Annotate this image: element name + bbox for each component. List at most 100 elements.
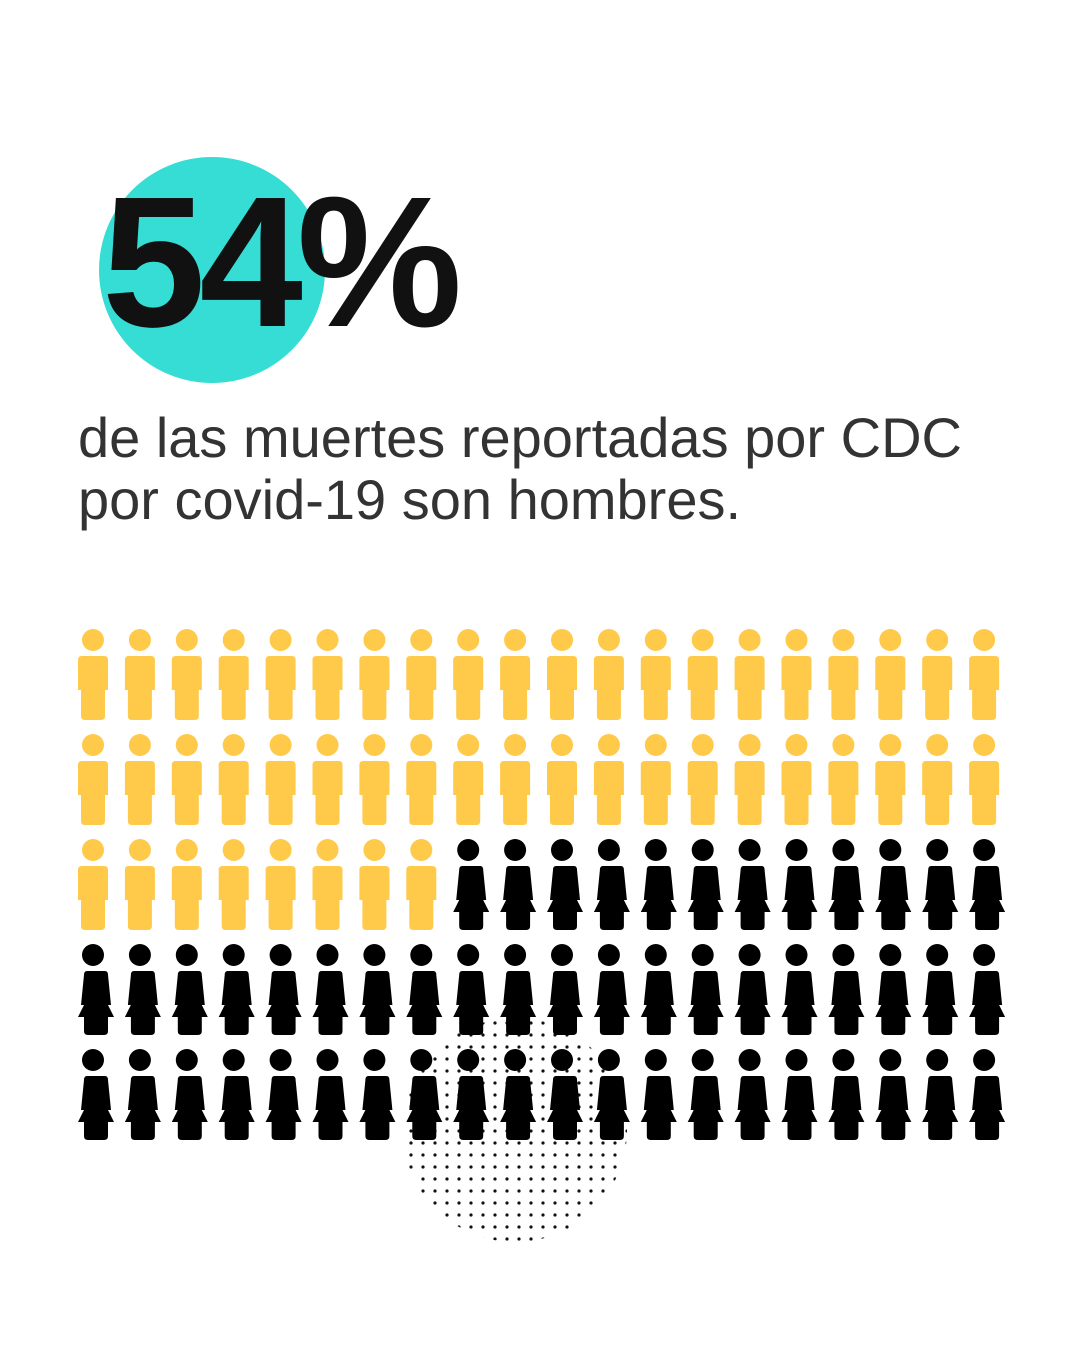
- woman-icon: [875, 839, 912, 930]
- woman-icon: [312, 944, 349, 1035]
- man-icon: [875, 734, 906, 825]
- man-icon: [171, 734, 202, 825]
- woman-icon: [171, 944, 208, 1035]
- woman-icon: [406, 1049, 443, 1140]
- man-icon: [312, 734, 343, 825]
- woman-icon: [781, 839, 818, 930]
- man-icon: [406, 734, 437, 825]
- woman-icon: [78, 1049, 114, 1140]
- man-icon: [500, 629, 531, 720]
- woman-icon: [500, 839, 537, 930]
- woman-icon: [453, 944, 490, 1035]
- man-icon: [218, 839, 249, 930]
- highlight-muertes: muertes reportadas: [243, 406, 729, 469]
- woman-icon: [265, 944, 302, 1035]
- man-icon: [969, 734, 1000, 825]
- man-icon: [828, 734, 859, 825]
- woman-icon: [593, 1049, 630, 1140]
- woman-icon: [922, 1049, 959, 1140]
- woman-icon: [734, 944, 771, 1035]
- subtitle-line-2: por covid-19 son hombres.: [78, 472, 741, 528]
- accent-circle: [99, 157, 325, 383]
- man-icon: [265, 629, 296, 720]
- woman-icon: [359, 944, 396, 1035]
- woman-icon: [453, 1049, 490, 1140]
- woman-icon: [781, 1049, 818, 1140]
- woman-icon: [171, 1049, 208, 1140]
- woman-icon: [828, 944, 865, 1035]
- woman-icon: [640, 944, 677, 1035]
- man-icon: [406, 839, 437, 930]
- woman-icon: [265, 1049, 302, 1140]
- woman-icon: [828, 839, 865, 930]
- woman-icon: [640, 1049, 677, 1140]
- man-icon: [312, 629, 343, 720]
- man-icon: [359, 839, 390, 930]
- man-icon: [265, 734, 296, 825]
- man-icon: [734, 629, 765, 720]
- man-icon: [593, 734, 624, 825]
- man-icon: [969, 629, 1000, 720]
- woman-icon: [734, 839, 771, 930]
- woman-icon: [312, 1049, 349, 1140]
- man-icon: [78, 734, 108, 825]
- woman-icon: [406, 944, 443, 1035]
- woman-icon: [640, 839, 677, 930]
- woman-icon: [359, 1049, 396, 1140]
- man-icon: [687, 734, 718, 825]
- man-icon: [781, 734, 812, 825]
- man-icon: [640, 734, 671, 825]
- man-icon: [78, 629, 108, 720]
- woman-icon: [547, 1049, 583, 1140]
- man-icon: [359, 734, 390, 825]
- woman-icon: [781, 944, 818, 1035]
- man-icon: [640, 629, 671, 720]
- man-icon: [171, 629, 202, 720]
- woman-icon: [828, 1049, 865, 1140]
- man-icon: [922, 734, 953, 825]
- woman-icon: [500, 944, 537, 1035]
- man-icon: [593, 629, 624, 720]
- man-icon: [218, 629, 249, 720]
- woman-icon: [124, 944, 161, 1035]
- woman-icon: [124, 1049, 161, 1140]
- woman-icon: [969, 944, 1006, 1035]
- man-icon: [828, 629, 859, 720]
- woman-icon: [78, 944, 114, 1035]
- man-icon: [265, 839, 296, 930]
- man-icon: [359, 629, 390, 720]
- man-icon: [124, 734, 155, 825]
- man-icon: [547, 629, 577, 720]
- subtitle-line-1: de las muertes reportadas por CDC: [78, 410, 962, 466]
- man-icon: [781, 629, 812, 720]
- man-icon: [453, 734, 484, 825]
- woman-icon: [969, 839, 1006, 930]
- woman-icon: [453, 839, 490, 930]
- man-icon: [500, 734, 531, 825]
- headline-percentage: 54%: [102, 159, 462, 366]
- woman-icon: [922, 944, 959, 1035]
- woman-icon: [547, 839, 583, 930]
- woman-icon: [875, 944, 912, 1035]
- man-icon: [312, 839, 343, 930]
- man-icon: [547, 734, 577, 825]
- man-icon: [124, 839, 155, 930]
- woman-icon: [734, 1049, 771, 1140]
- woman-icon: [969, 1049, 1006, 1140]
- woman-icon: [500, 1049, 537, 1140]
- man-icon: [453, 629, 484, 720]
- woman-icon: [687, 839, 724, 930]
- pictogram-chart: [78, 629, 1006, 1242]
- woman-icon: [922, 839, 959, 930]
- highlight-hombres: son hombres.: [401, 468, 742, 531]
- woman-icon: [687, 1049, 724, 1140]
- man-icon: [78, 839, 108, 930]
- man-icon: [687, 629, 718, 720]
- man-icon: [171, 839, 202, 930]
- subtitle-text: por covid-19: [78, 468, 402, 531]
- woman-icon: [875, 1049, 912, 1140]
- man-icon: [406, 629, 437, 720]
- woman-icon: [687, 944, 724, 1035]
- man-icon: [124, 629, 155, 720]
- man-icon: [218, 734, 249, 825]
